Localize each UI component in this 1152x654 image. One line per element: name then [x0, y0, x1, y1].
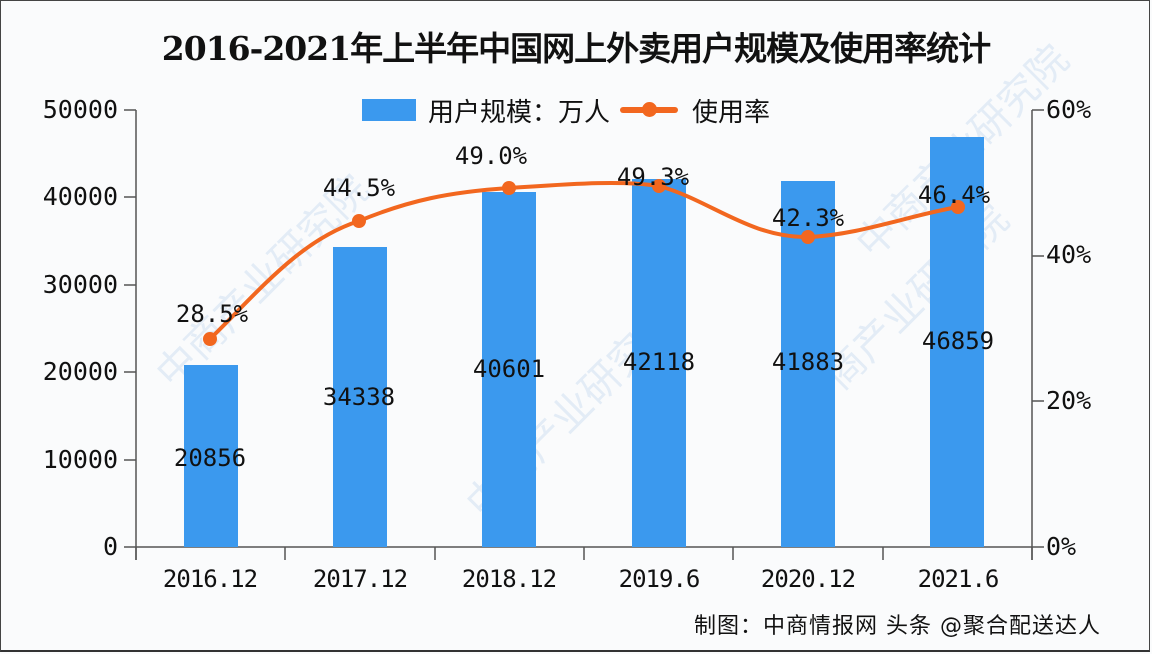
line-label: 28.5%: [176, 300, 249, 328]
right-axis-tick: 0%: [1046, 532, 1077, 561]
bar-label: 20856: [174, 444, 246, 472]
right-axis-tick: 60%: [1046, 95, 1092, 124]
legend: 用户规模：万人 使用率: [362, 94, 771, 128]
legend-bar-label: 用户规模：万人: [428, 97, 611, 128]
bar-2018-12: [482, 192, 536, 547]
left-axis-tick: 40000: [42, 182, 118, 211]
x-axis-tick: 2020.12: [760, 565, 856, 593]
bar-2017-12: [333, 247, 387, 547]
legend-line-label: 使用率: [692, 97, 771, 128]
left-axis-tick: 0: [102, 532, 118, 561]
legend-line-swatch-icon: [620, 102, 679, 117]
source-credit: 制图：中商情报网 头条 @聚合配送达人: [694, 614, 1101, 639]
x-axis-tick: 2016.12: [162, 565, 258, 593]
bar-label: 46859: [922, 327, 994, 355]
bar-series: [184, 137, 984, 547]
x-axis-tick: 2021.6: [917, 565, 1000, 593]
bar-2019-6: [632, 179, 686, 547]
line-markers: [203, 179, 965, 346]
left-axis-tick: 30000: [42, 270, 118, 299]
bar-2016-12: [184, 365, 238, 547]
bar-label: 40601: [473, 355, 545, 383]
usage-rate-line: [208, 180, 959, 341]
legend-bar-swatch-icon: [362, 99, 416, 121]
x-axis-tick: 2018.12: [461, 565, 557, 593]
line-label: 46.4%: [918, 181, 991, 209]
x-axis-tick: 2017.12: [312, 565, 408, 593]
right-axis-tick: 20%: [1046, 386, 1092, 415]
line-label: 44.5%: [323, 174, 396, 202]
bar-label: 34338: [323, 383, 395, 411]
axes: [124, 109, 1044, 560]
chart-title: 2016-2021年上半年中国网上外卖用户规模及使用率统计: [161, 29, 991, 68]
left-axis-tick: 50000: [42, 95, 118, 124]
x-axis-tick: 2019.6: [618, 565, 701, 593]
line-label: 49.0%: [455, 142, 528, 170]
line-label: 49.3%: [617, 163, 690, 191]
line-label: 42.3%: [772, 204, 845, 232]
left-axis-tick: 20000: [42, 357, 118, 386]
bar-label: 41883: [772, 348, 844, 376]
left-axis-tick: 10000: [42, 445, 118, 474]
right-axis-tick: 40%: [1046, 240, 1092, 269]
bar-label: 42118: [623, 348, 695, 376]
